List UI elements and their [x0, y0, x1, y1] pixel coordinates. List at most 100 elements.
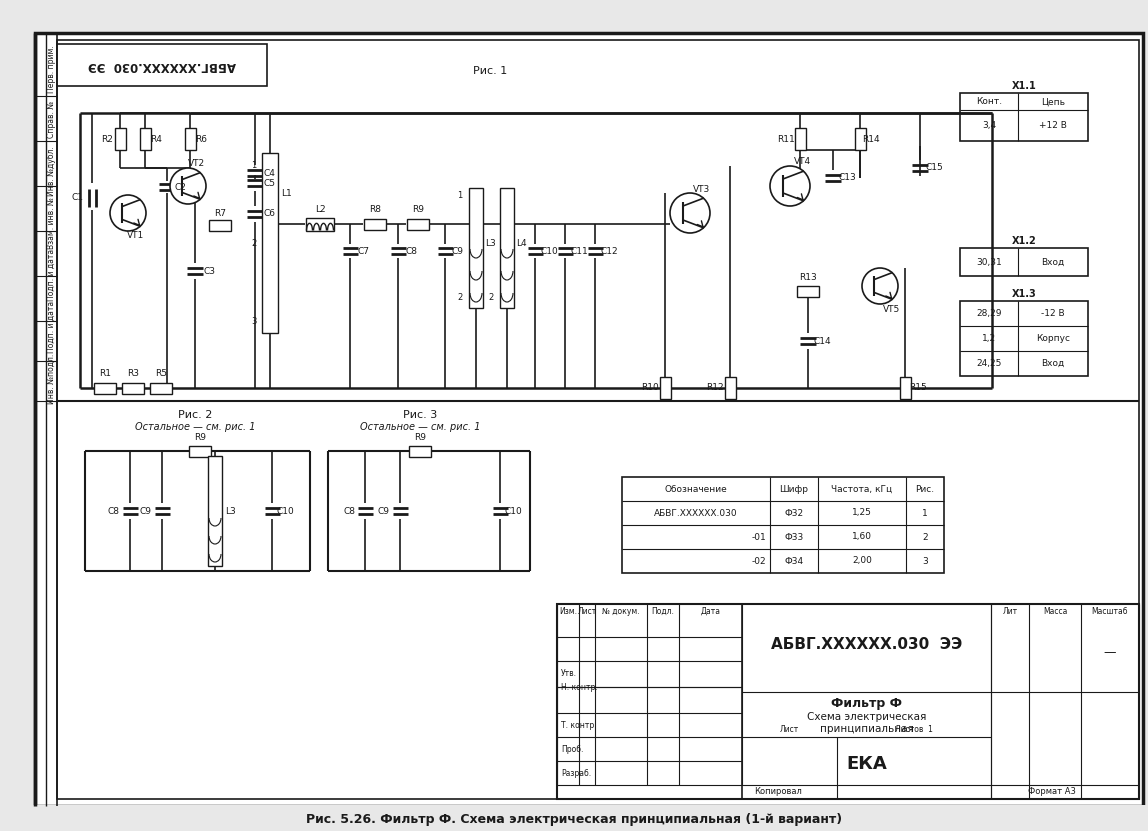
Text: Частота, кГц: Частота, кГц	[831, 484, 892, 494]
Text: Подп. и дата: Подп. и дата	[47, 249, 55, 301]
Circle shape	[670, 193, 709, 233]
Text: Рис. 1: Рис. 1	[473, 66, 507, 76]
Text: VT2: VT2	[187, 160, 204, 169]
Text: L4: L4	[515, 238, 526, 248]
Text: R7: R7	[214, 209, 226, 218]
Bar	[408, 219, 429, 229]
Text: Остальное — см. рис. 1: Остальное — см. рис. 1	[134, 422, 255, 432]
Text: R2: R2	[101, 135, 113, 144]
Text: R8: R8	[369, 205, 381, 214]
Bar	[0, 805, 1148, 831]
Text: Цепь: Цепь	[1041, 97, 1065, 106]
Bar	[622, 477, 944, 573]
Text: Вход: Вход	[1041, 359, 1064, 368]
Text: Масса: Масса	[1042, 607, 1068, 617]
Text: Разраб.: Разраб.	[561, 769, 591, 778]
Text: 28,29: 28,29	[976, 309, 1002, 318]
Bar	[307, 218, 334, 230]
Text: C2: C2	[174, 183, 186, 191]
Bar	[115, 128, 125, 150]
Bar	[724, 377, 736, 399]
Text: Утв.: Утв.	[561, 670, 577, 678]
Bar	[470, 188, 483, 308]
Text: 1: 1	[457, 191, 463, 200]
Text: Ф34: Ф34	[784, 557, 804, 566]
Text: R13: R13	[799, 273, 817, 283]
Text: 2: 2	[488, 293, 494, 302]
Text: C11: C11	[571, 247, 588, 255]
Text: C9: C9	[378, 507, 390, 515]
Circle shape	[770, 166, 810, 206]
Text: Фильтр Ф: Фильтр Ф	[831, 697, 902, 710]
Circle shape	[862, 268, 898, 304]
Bar	[94, 382, 116, 394]
Text: Н. контр.: Н. контр.	[561, 682, 598, 691]
Text: C10: C10	[504, 507, 522, 515]
Text: Инв. №подл.: Инв. №подл.	[47, 354, 55, 404]
Bar	[659, 377, 670, 399]
Bar	[189, 445, 211, 456]
Text: 2: 2	[251, 238, 257, 248]
Text: VT1: VT1	[127, 230, 145, 239]
Bar	[797, 286, 819, 297]
Bar	[501, 188, 514, 308]
Text: C5: C5	[263, 179, 276, 188]
Text: АБВГ.XXXXXX.030: АБВГ.XXXXXX.030	[654, 509, 738, 518]
Text: C7: C7	[357, 247, 369, 255]
Text: Взам. инв. №: Взам. инв. №	[47, 197, 55, 248]
Text: Справ. №: Справ. №	[47, 101, 55, 138]
Text: R12: R12	[706, 383, 723, 392]
Text: C8: C8	[108, 507, 121, 515]
Text: 1: 1	[922, 509, 928, 518]
Text: C6: C6	[263, 209, 276, 219]
Bar	[150, 382, 172, 394]
Text: АБВГ.XXXXXX.030  ЭЭ: АБВГ.XXXXXX.030 ЭЭ	[88, 58, 236, 71]
Text: C1: C1	[72, 194, 84, 203]
Text: X1.1: X1.1	[1011, 81, 1037, 91]
Text: Листов  1: Листов 1	[895, 725, 932, 734]
Text: 3,4: 3,4	[982, 121, 996, 130]
Text: 24,25: 24,25	[976, 359, 1002, 368]
Text: R6: R6	[195, 135, 207, 144]
Text: Рис. 3: Рис. 3	[403, 410, 437, 420]
Text: Подл.: Подл.	[652, 607, 674, 616]
Text: C10: C10	[277, 507, 294, 515]
Text: L3: L3	[484, 238, 496, 248]
Text: Шифр: Шифр	[779, 484, 808, 494]
Bar	[208, 456, 222, 566]
Text: VT5: VT5	[883, 306, 901, 314]
Text: C9: C9	[452, 247, 464, 255]
Bar	[960, 248, 1088, 276]
Bar	[122, 382, 144, 394]
Text: L3: L3	[225, 507, 235, 515]
Text: Лит: Лит	[1002, 607, 1017, 617]
Text: -02: -02	[752, 557, 766, 566]
Text: 1,2: 1,2	[982, 334, 996, 343]
Text: L2: L2	[315, 205, 325, 214]
Text: Копировал: Копировал	[754, 788, 802, 796]
Text: Лист: Лист	[779, 725, 799, 734]
Text: Инв. №дубл.: Инв. №дубл.	[47, 146, 55, 196]
Text: Т. контр.: Т. контр.	[561, 720, 597, 730]
Text: C15: C15	[925, 164, 943, 173]
Text: C13: C13	[838, 174, 856, 183]
Text: Масштаб: Масштаб	[1092, 607, 1128, 617]
Text: R9: R9	[194, 432, 205, 441]
Text: Рис.: Рис.	[915, 484, 934, 494]
Bar	[185, 128, 195, 150]
Text: Конт.: Конт.	[976, 97, 1002, 106]
Bar	[209, 219, 231, 230]
Text: 2: 2	[457, 293, 463, 302]
Text: R3: R3	[127, 370, 139, 378]
Text: Формат А3: Формат А3	[1027, 788, 1076, 796]
Text: 3: 3	[922, 557, 928, 566]
Text: —: —	[1103, 647, 1116, 659]
Text: C12: C12	[600, 247, 618, 255]
Bar	[262, 153, 278, 333]
Bar	[140, 128, 150, 150]
Bar	[409, 445, 430, 456]
Text: 1,60: 1,60	[852, 533, 872, 542]
Text: C10: C10	[540, 247, 558, 255]
Text: C3: C3	[204, 267, 216, 276]
Text: -12 В: -12 В	[1041, 309, 1065, 318]
